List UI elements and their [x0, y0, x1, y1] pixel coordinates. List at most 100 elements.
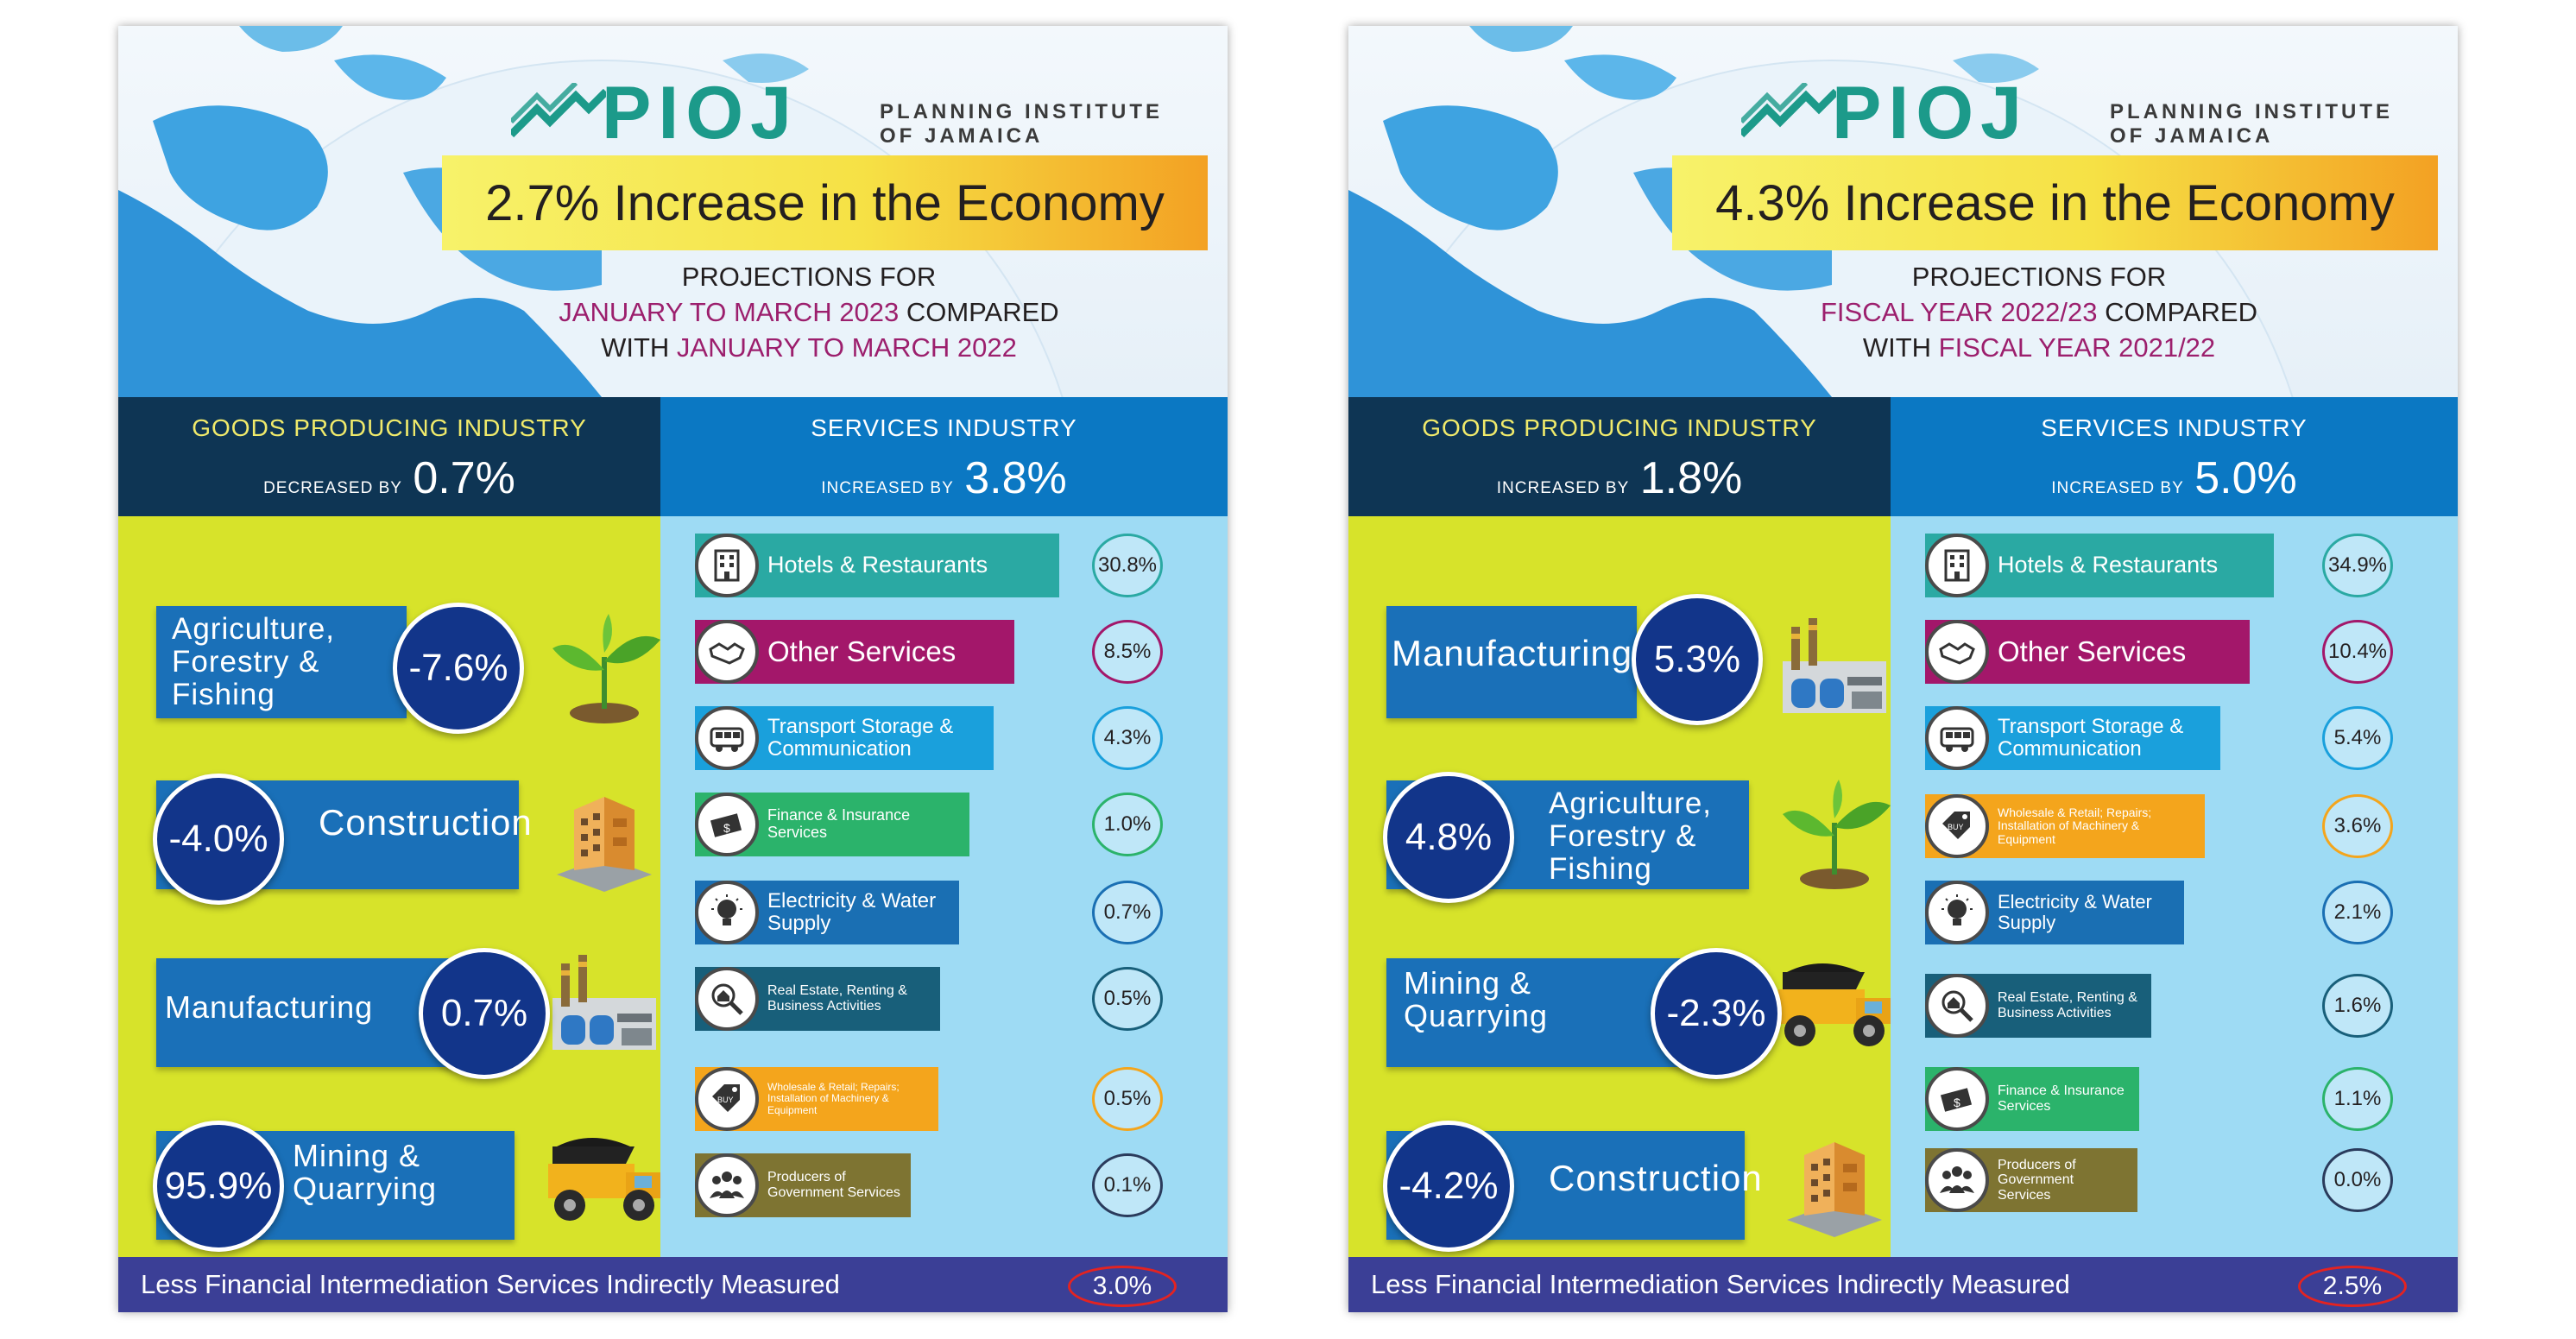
service-value: 34.9% [2322, 534, 2393, 597]
service-label: Producers of Government Services [1998, 1157, 2076, 1203]
services-direction: INCREASED BY [821, 479, 954, 497]
service-label: Electricity & Water Supply [1998, 890, 2152, 933]
svg-text:$: $ [1954, 1096, 1960, 1109]
service-row: Transport Storage & Communication 5.4% [1891, 699, 2458, 777]
services-industry-list: Hotels & Restaurants 30.8% Other Services 8… [660, 516, 1228, 1257]
goods-item-value: 95.9% [153, 1121, 284, 1252]
services-industry-header: SERVICES INDUSTRY INCREASED BY 5.0% [1891, 397, 2458, 516]
pioj-logo: PIOJ PLANNING INSTITUTE OF JAMAICA [511, 66, 1184, 169]
service-bar: $ Finance & Insurance Services [1925, 1067, 2139, 1131]
plant-icon [552, 614, 660, 723]
bus-icon [1925, 706, 1989, 770]
service-label: Other Services [767, 635, 957, 667]
goods-item-box: Agriculture, Forestry & Fishing [156, 606, 407, 718]
service-bar: Electricity & Water Supply [695, 881, 959, 944]
headline-banner: 4.3% Increase in the Economy [1672, 155, 2438, 250]
svg-text:$: $ [723, 821, 730, 835]
price-tag-icon: BUY [1925, 794, 1989, 858]
service-value: 4.3% [1092, 706, 1163, 770]
service-bar: Other Services [695, 620, 1014, 684]
dump-truck-icon [548, 1138, 660, 1221]
service-label: Electricity & Water Supply [767, 888, 937, 935]
service-bar: $ Finance & Insurance Services [695, 793, 969, 856]
handshake-icon [695, 620, 759, 684]
service-row: Producers of Government Services 0.0% [1891, 1141, 2458, 1219]
service-row: Real Estate, Renting & Business Activiti… [660, 960, 1228, 1038]
real-estate-icon [1925, 974, 1989, 1038]
goods-item-value: -4.2% [1383, 1121, 1514, 1252]
goods-item-box: Construction [156, 780, 532, 889]
pioj-logo-mark-icon [511, 83, 606, 138]
fisim-value: 3.0% [1068, 1266, 1177, 1307]
logo-subtitle: PLANNING INSTITUTE OF JAMAICA [2110, 100, 2393, 148]
real-estate-icon [695, 967, 759, 1031]
service-value: 0.5% [1092, 1067, 1163, 1131]
infographic-panel-fiscal-year: PIOJ PLANNING INSTITUTE OF JAMAICA 4.3% … [1348, 26, 2458, 1312]
service-value: 8.5% [1092, 620, 1163, 684]
goods-item-value: 0.7% [419, 948, 550, 1079]
goods-item-label: Manufacturing [165, 989, 374, 1025]
service-value: 0.0% [2322, 1148, 2393, 1212]
svg-text:BUY: BUY [1948, 823, 1964, 831]
service-row: Electricity & Water Supply 2.1% [1891, 874, 2458, 951]
service-row: Hotels & Restaurants 30.8% [660, 527, 1228, 604]
header-area: PIOJ PLANNING INSTITUTE OF JAMAICA 4.3% … [1348, 26, 2458, 397]
service-label: Hotels & Restaurants [767, 552, 988, 578]
svg-text:BUY: BUY [717, 1096, 734, 1104]
service-row: $ Finance & Insurance Services 1.1% [1891, 1060, 2458, 1138]
fisim-label: Less Financial Intermediation Services I… [1371, 1269, 2070, 1299]
goods-direction: INCREASED BY [1496, 479, 1630, 497]
service-bar: Hotels & Restaurants [695, 534, 1059, 597]
service-value: 3.6% [2322, 794, 2393, 858]
service-value: 1.6% [2322, 974, 2393, 1038]
service-bar: Other Services [1925, 620, 2250, 684]
goods-item-label: Construction [1549, 1158, 1763, 1198]
goods-industry-list: Agriculture, Forestry & Fishing -7.6% Constr… [118, 516, 660, 1257]
goods-item-value: 4.8% [1383, 772, 1514, 903]
price-tag-icon: BUY [695, 1067, 759, 1131]
service-bar: Hotels & Restaurants [1925, 534, 2274, 597]
service-bar: Real Estate, Renting & Business Activiti… [1925, 974, 2151, 1038]
fisim-label: Less Financial Intermediation Services I… [141, 1269, 840, 1299]
service-value: 2.1% [2322, 881, 2393, 944]
service-row: BUY Wholesale & Retail; Repairs; Installa… [1891, 787, 2458, 865]
goods-item-value: -2.3% [1651, 948, 1782, 1079]
service-row: Other Services 8.5% [660, 613, 1228, 691]
service-row: Producers of Government Services 0.1% [660, 1146, 1228, 1224]
goods-direction: DECREASED BY [263, 479, 402, 497]
service-bar: BUY Wholesale & Retail; Repairs; Installa… [1925, 794, 2205, 858]
service-label: Transport Storage & Communication [767, 714, 954, 761]
fisim-value: 2.5% [2298, 1266, 2407, 1307]
goods-industry-title: GOODS PRODUCING INDUSTRY [1422, 414, 1817, 441]
service-value: 1.1% [2322, 1067, 2393, 1131]
service-value: 0.5% [1092, 967, 1163, 1031]
service-row: Hotels & Restaurants 34.9% [1891, 527, 2458, 604]
service-label: Finance & Insurance Services [1998, 1083, 2125, 1114]
service-bar: Electricity & Water Supply [1925, 881, 2184, 944]
headline-banner: 2.7% Increase in the Economy [442, 155, 1208, 250]
people-icon [695, 1153, 759, 1217]
service-bar: Producers of Government Services [1925, 1148, 2137, 1212]
goods-industry-title: GOODS PRODUCING INDUSTRY [192, 414, 587, 441]
lightbulb-icon [695, 881, 759, 944]
logo-wordmark: PIOJ [1832, 72, 2029, 155]
services-industry-title: SERVICES INDUSTRY [2041, 414, 2308, 441]
plant-icon [1783, 780, 1891, 889]
service-value: 5.4% [2322, 706, 2393, 770]
infographic-panel-quarter: PIOJ PLANNING INSTITUTE OF JAMAICA 2.7% … [118, 26, 1228, 1312]
service-row: Transport Storage & Communication 4.3% [660, 699, 1228, 777]
goods-value: 1.8% [1639, 453, 1743, 503]
service-value: 30.8% [1092, 534, 1163, 597]
pioj-logo-mark-icon [1741, 83, 1836, 138]
service-label: Other Services [1998, 635, 2187, 667]
goods-item-label: Manufacturing [1392, 633, 1633, 673]
projection-text: PROJECTIONS FOR FISCAL YEAR 2022/23 COMP… [1821, 262, 2257, 363]
factory-icon [1783, 618, 1886, 713]
services-industry-header: SERVICES INDUSTRY INCREASED BY 3.8% [660, 397, 1228, 516]
service-bar: Transport Storage & Communication [695, 706, 994, 770]
service-row: $ Finance & Insurance Services 1.0% [660, 786, 1228, 863]
money-icon: $ [1925, 1067, 1989, 1131]
services-direction: INCREASED BY [2051, 479, 2184, 497]
projection-text: PROJECTIONS FOR JANUARY TO MARCH 2023 CO… [559, 262, 1059, 363]
service-label: Real Estate, Renting & Business Activiti… [767, 983, 907, 1014]
